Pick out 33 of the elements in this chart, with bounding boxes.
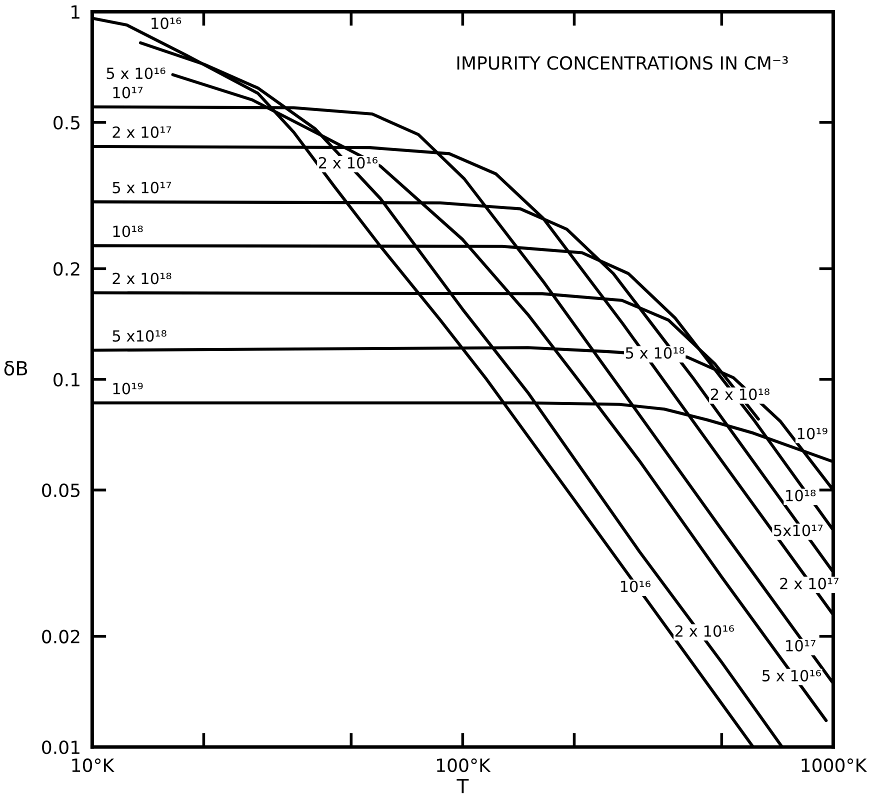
y-tick-label: 1 <box>72 5 80 19</box>
series-label: 10¹⁸ <box>113 226 143 238</box>
annotation: 5x10¹⁷ <box>774 524 823 536</box>
series-label: 2 x 10¹⁸ <box>112 272 172 284</box>
annotation: 2 x 10¹⁷ <box>780 578 839 590</box>
y-tick-label: 0.05 <box>42 483 80 498</box>
annotation: 10¹⁸ <box>786 490 816 502</box>
annotation: 2 x 10¹⁶ <box>318 156 378 169</box>
text: IMPURITY CONCENTRATIONS IN CM⁻³ <box>457 56 788 70</box>
annotation: 10¹⁶ <box>620 580 650 592</box>
series-label: 5 x10¹⁸ <box>112 330 166 342</box>
series-label: 5 x 10¹⁷ <box>112 182 172 194</box>
y-tick-label: 0.2 <box>54 262 80 276</box>
series-label: 10¹⁷ <box>113 86 143 98</box>
annotation: 10¹⁹ <box>798 428 828 440</box>
annotation: 10¹⁷ <box>786 640 816 652</box>
series-label: 5 x 10¹⁶ <box>106 68 166 80</box>
annotation: 2 x 10¹⁸ <box>710 388 770 400</box>
x-tick-label: 100°K <box>437 758 491 772</box>
x-axis-title: T <box>456 778 469 794</box>
y-axis-title: δB <box>4 360 28 376</box>
x-tick-label: 10°K <box>72 758 114 772</box>
annotation: 2 x 10¹⁶ <box>675 625 734 637</box>
series-label: 10¹⁹ <box>113 382 143 394</box>
y-tick-label: 0.01 <box>42 740 80 754</box>
annotation: 5 x 10¹⁸ <box>626 347 684 359</box>
y-tick-label: 0.02 <box>42 630 80 644</box>
y-tick-label: 0.1 <box>54 372 80 386</box>
annotation: 10¹⁶ <box>152 18 182 30</box>
series-label: 2 x 10¹⁷ <box>112 126 172 138</box>
x-tick-label: 1000°K <box>802 758 868 772</box>
y-tick-label: 0.5 <box>54 116 80 130</box>
annotation: 5 x 10¹⁶ <box>762 670 821 682</box>
